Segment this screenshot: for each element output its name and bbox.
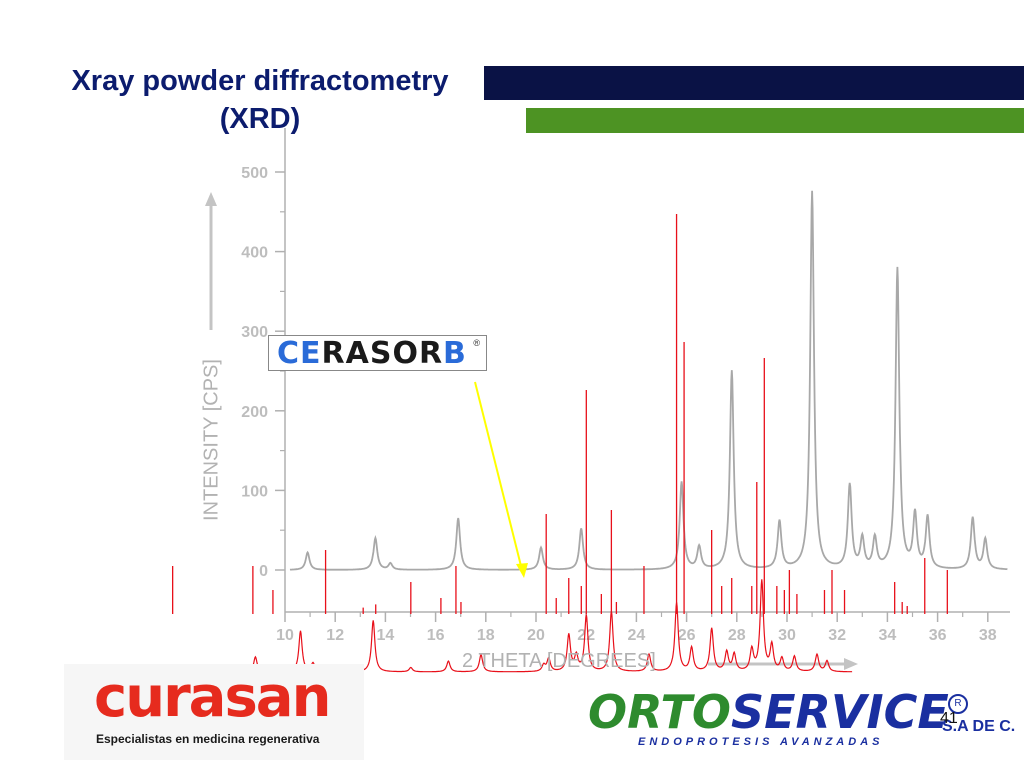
annotation-arrow [474, 381, 523, 571]
ortoservice-service: SERVICE [730, 685, 949, 739]
ortoservice-o: O [588, 685, 628, 739]
cerasorb-logo: CERASORB ® [268, 335, 487, 371]
slide-title-line2: (XRD) [219, 103, 301, 135]
x-tick-label: 18 [477, 627, 495, 644]
slide-number: 41 [940, 710, 958, 727]
x-tick-label: 10 [276, 627, 294, 644]
curasan-tagline: Especialistas en medicina regenerativa [96, 732, 320, 746]
x-tick-label: 20 [527, 627, 545, 644]
x-tick-label: 38 [979, 627, 997, 644]
x-tick-label: 32 [828, 627, 846, 644]
x-tick-label: 12 [326, 627, 344, 644]
y-tick-label: 400 [241, 245, 268, 262]
y-tick-label: 300 [241, 324, 268, 341]
curasan-logo: curasan Especialistas en medicina regene… [64, 664, 364, 760]
slide-title: Xray powder diffractometry (XRD) [20, 62, 500, 138]
cerasorb-b: B [443, 336, 467, 371]
ortoservice-tagline: ENDOPROTESIS AVANZADAS [638, 736, 884, 748]
x-tick-label: 26 [678, 627, 696, 644]
ortoservice-sa: S.A DE C. [942, 718, 1016, 735]
x-tick-label: 34 [879, 627, 897, 644]
x-tick-label: 22 [577, 627, 595, 644]
ortoservice-logo: ORTOSERVICE R S.A DE C. ENDOPROTESIS AVA… [586, 684, 1024, 764]
cerasorb-ce: CE [277, 336, 322, 371]
x-tick-label: 28 [728, 627, 746, 644]
ortoservice-reg-mark: R [948, 694, 968, 714]
x-tick-label: 14 [377, 627, 395, 644]
x-tick-label: 36 [929, 627, 947, 644]
ortoservice-wordmark: ORTOSERVICE [588, 684, 949, 740]
y-tick-label: 200 [241, 404, 268, 421]
slide-title-line1: Xray powder diffractometry [71, 65, 449, 97]
header-bar-green [526, 108, 1024, 133]
cerasorb-wordmark: CERASORB [277, 337, 467, 371]
y-tick-label: 0 [259, 563, 268, 580]
x-tick-label: 16 [427, 627, 445, 644]
cerasorb-mid: RASOR [321, 336, 444, 371]
y-axis-arrowhead [205, 192, 217, 206]
x-tick-label: 24 [628, 627, 646, 644]
cerasorb-reg-mark: ® [473, 338, 480, 348]
curasan-wordmark: curasan [94, 665, 331, 730]
x-tick-label: 30 [778, 627, 796, 644]
y-axis-title: INTENSITY [CPS] [200, 359, 223, 521]
ortoservice-rto: RTO [627, 685, 731, 739]
series-measured-line [289, 190, 1008, 571]
annotation-arrowhead [516, 563, 528, 578]
x-axis-arrowhead [844, 658, 858, 670]
y-tick-label: 100 [241, 483, 268, 500]
x-axis-title: 2 THETA [DEGREES] [462, 650, 656, 672]
header-bar-navy [484, 66, 1024, 100]
y-tick-label: 500 [241, 165, 268, 182]
